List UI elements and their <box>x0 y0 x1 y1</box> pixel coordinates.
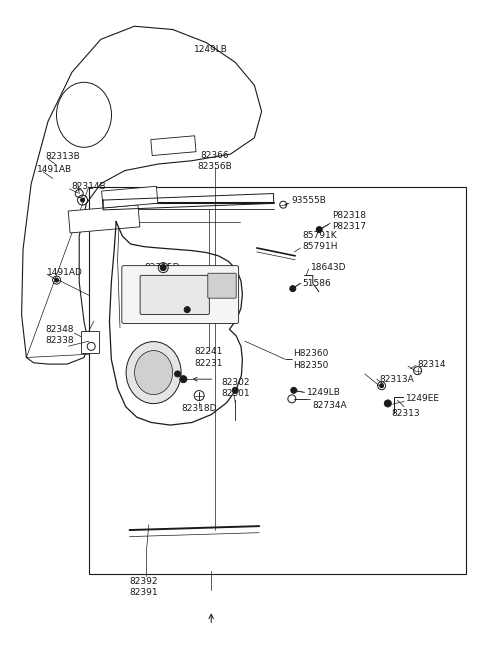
Text: 82314: 82314 <box>418 359 446 369</box>
Text: 18643D: 18643D <box>311 263 346 272</box>
Bar <box>102 186 158 208</box>
Text: 82392
82391: 82392 82391 <box>130 577 158 597</box>
Circle shape <box>160 264 166 271</box>
Text: 82302
82301: 82302 82301 <box>221 379 250 398</box>
Circle shape <box>55 278 59 282</box>
Circle shape <box>184 306 190 313</box>
Circle shape <box>384 400 391 407</box>
Text: 1491AB: 1491AB <box>37 165 72 174</box>
Text: 1249LB: 1249LB <box>194 45 228 54</box>
Text: P82318
P82317: P82318 P82317 <box>332 211 366 231</box>
Text: 82241
82231: 82241 82231 <box>194 348 223 367</box>
Ellipse shape <box>57 82 111 148</box>
Text: 1249GE: 1249GE <box>135 375 170 384</box>
Ellipse shape <box>134 350 173 395</box>
Circle shape <box>291 387 297 394</box>
Text: 82314B: 82314B <box>71 182 106 192</box>
Circle shape <box>290 285 296 292</box>
Text: 82318D: 82318D <box>181 403 217 413</box>
Circle shape <box>380 384 384 388</box>
Text: 82315A: 82315A <box>199 298 234 308</box>
Circle shape <box>175 371 180 377</box>
Text: 51586: 51586 <box>302 279 331 288</box>
Circle shape <box>81 198 84 202</box>
Text: 82734A: 82734A <box>312 401 347 410</box>
FancyBboxPatch shape <box>208 273 236 298</box>
Text: 82313A: 82313A <box>379 375 414 384</box>
Text: 1249LB: 1249LB <box>132 361 166 371</box>
Text: 93555B: 93555B <box>291 195 326 205</box>
Text: 82348
82338: 82348 82338 <box>46 325 74 344</box>
Text: 1491AD: 1491AD <box>47 268 83 277</box>
Text: H82360
H82350: H82360 H82350 <box>293 350 328 369</box>
Circle shape <box>180 376 187 382</box>
Text: 82313: 82313 <box>391 409 420 418</box>
Bar <box>68 205 140 233</box>
Text: 1249LB: 1249LB <box>307 388 341 397</box>
Text: 82366
82356B: 82366 82356B <box>198 151 232 171</box>
Bar <box>89 187 466 574</box>
Circle shape <box>316 226 322 233</box>
Text: 1249EE: 1249EE <box>406 394 440 403</box>
Text: 82315D: 82315D <box>144 263 180 272</box>
Ellipse shape <box>126 342 181 403</box>
FancyBboxPatch shape <box>140 276 209 314</box>
Bar <box>81 331 99 353</box>
Bar <box>151 136 196 155</box>
Circle shape <box>232 387 238 394</box>
FancyBboxPatch shape <box>122 266 239 323</box>
Text: 82313B: 82313B <box>46 152 80 161</box>
Text: 85791K
85791H: 85791K 85791H <box>302 232 338 251</box>
